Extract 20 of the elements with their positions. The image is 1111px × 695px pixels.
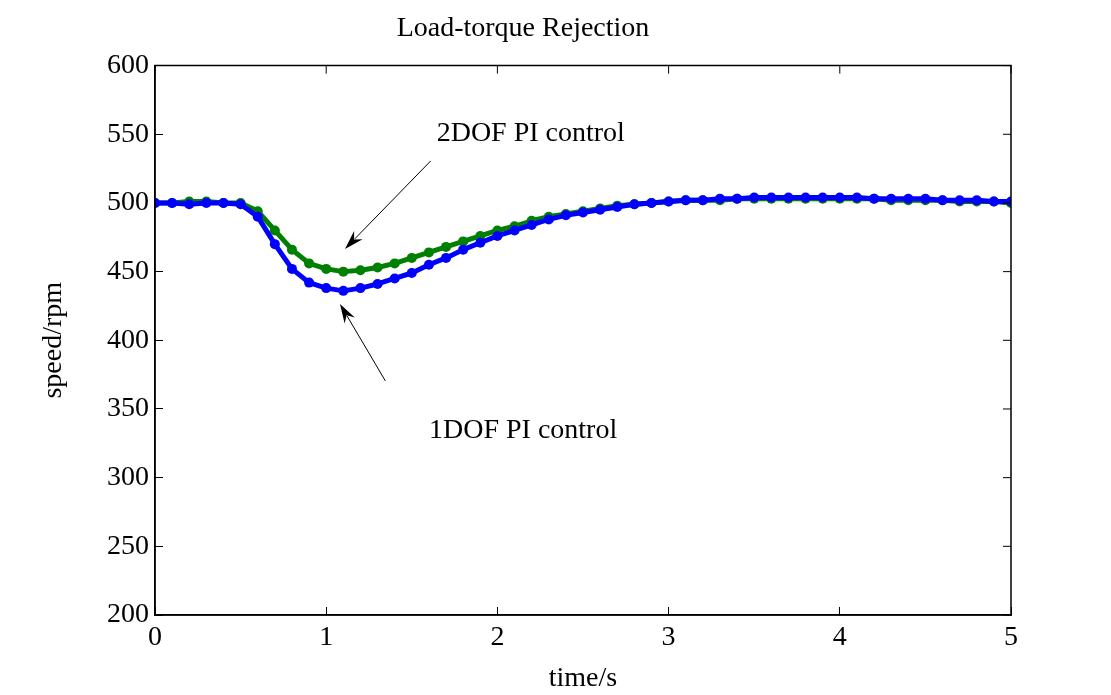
y-tick-label: 400 <box>107 322 149 354</box>
y-tick-label: 350 <box>107 391 149 423</box>
y-tick-label: 500 <box>107 185 149 217</box>
y-tick-label: 250 <box>107 528 149 560</box>
x-tick-label: 1 <box>319 620 334 652</box>
y-tick-label: 450 <box>107 253 149 285</box>
annotation: 1DOF PI control <box>428 413 618 445</box>
x-tick-label: 3 <box>661 620 676 652</box>
y-tick-label: 600 <box>107 47 149 79</box>
x-tick-label: 4 <box>832 620 847 652</box>
x-axis-title: time/s <box>548 660 618 692</box>
chart-title: Load-torque Rejection <box>396 11 650 43</box>
x-tick-label: 2 <box>490 620 505 652</box>
y-tick-label: 200 <box>107 597 149 629</box>
y-axis-title: speed/rpm <box>36 281 68 399</box>
x-tick-label: 0 <box>148 620 162 652</box>
x-tick-label: 5 <box>1004 620 1018 652</box>
y-tick-label: 550 <box>107 116 149 148</box>
annotation: 2DOF PI control <box>436 116 626 148</box>
y-tick-label: 300 <box>107 460 149 492</box>
